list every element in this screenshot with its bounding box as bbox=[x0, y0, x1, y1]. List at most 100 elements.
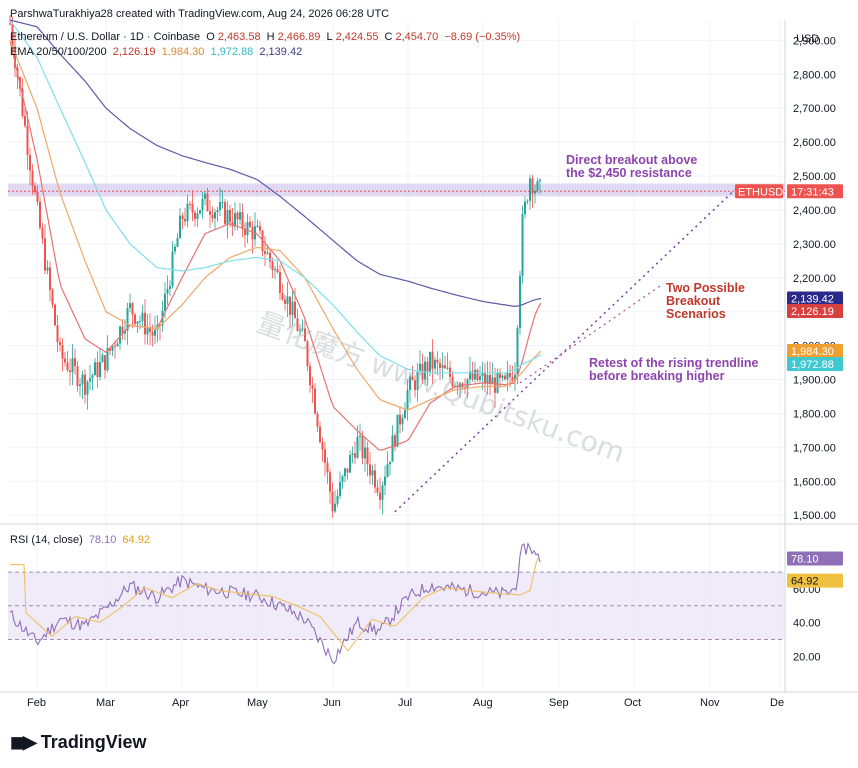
candle-body bbox=[394, 435, 396, 447]
candle-body bbox=[306, 341, 309, 367]
candle-body bbox=[481, 372, 484, 377]
candle-body bbox=[276, 269, 279, 273]
ema20-price-tag bbox=[787, 304, 843, 319]
candle-body bbox=[284, 299, 286, 304]
candle-body bbox=[401, 418, 404, 425]
candle-body bbox=[224, 202, 226, 224]
symbol-label[interactable]: Ethereum / U.S. Dollar · 1D · Coinbase bbox=[10, 31, 201, 43]
candle-body bbox=[384, 476, 386, 486]
candle-body bbox=[199, 210, 201, 214]
rsi-legend[interactable]: RSI (14, close) 78.10 64.92 bbox=[10, 534, 150, 546]
candle-body bbox=[39, 201, 41, 228]
candle-body bbox=[124, 330, 126, 334]
candle-body bbox=[184, 219, 186, 222]
rsi-ma-line bbox=[10, 556, 541, 652]
candle-body bbox=[256, 226, 259, 228]
candle-body bbox=[469, 371, 471, 380]
rsi-tick-label: 40.00 bbox=[793, 618, 821, 630]
candle-body bbox=[9, 23, 11, 25]
rising-trendline bbox=[394, 189, 736, 513]
candle-body bbox=[154, 329, 156, 336]
candle-body bbox=[299, 329, 301, 331]
candle-body bbox=[211, 214, 214, 219]
price-tick-label: 1,500.00 bbox=[793, 510, 836, 522]
candle-body bbox=[179, 215, 181, 239]
candle-body bbox=[191, 204, 194, 213]
candle-body bbox=[129, 303, 131, 308]
candle-body bbox=[321, 442, 324, 450]
candle-body bbox=[66, 362, 69, 371]
candle-body bbox=[446, 367, 449, 369]
currency-label[interactable]: USD bbox=[796, 33, 820, 45]
candle-body bbox=[139, 321, 141, 323]
candle-body bbox=[439, 362, 441, 368]
candle-body bbox=[296, 318, 299, 331]
ema50-legend-value: 1,984.30 bbox=[161, 46, 205, 58]
candle-body bbox=[496, 372, 499, 393]
candle-body bbox=[264, 251, 266, 254]
candle-body bbox=[341, 476, 344, 482]
candle-body bbox=[391, 435, 394, 462]
candle-body bbox=[216, 210, 219, 213]
ema-legend[interactable]: EMA 20/50/100/200 2,126.19 1,984.30 1,97… bbox=[10, 46, 303, 58]
candle-body bbox=[396, 414, 399, 447]
tradingview-logo-icon: ◼▶ bbox=[10, 732, 37, 752]
candle-body bbox=[84, 374, 86, 395]
candle-body bbox=[126, 307, 129, 331]
candle-body bbox=[86, 381, 89, 395]
candle-body bbox=[536, 181, 539, 191]
candle-body bbox=[96, 362, 99, 378]
candle-body bbox=[301, 328, 304, 330]
rsi-value-tag-text: 78.10 bbox=[791, 553, 819, 565]
time-tick-label: Oct bbox=[624, 697, 641, 709]
candle-body bbox=[59, 342, 61, 345]
candles-group bbox=[9, 14, 541, 518]
candle-body bbox=[331, 491, 334, 512]
candle-body bbox=[444, 365, 446, 369]
candle-body bbox=[26, 125, 29, 155]
ema20-price-tag-text: 2,126.19 bbox=[791, 306, 834, 318]
candle-body bbox=[289, 296, 291, 315]
time-tick-label: Feb bbox=[27, 697, 46, 709]
candle-body bbox=[526, 200, 529, 202]
candle-body bbox=[134, 314, 136, 324]
price-tick-label: 2,200.00 bbox=[793, 273, 836, 285]
candle-body bbox=[114, 345, 116, 347]
candle-body bbox=[229, 210, 231, 223]
close-value: 2,454.70 bbox=[395, 31, 439, 43]
candle-body bbox=[104, 355, 106, 371]
rsi-ma-value-tag-text: 64.92 bbox=[791, 576, 819, 588]
candle-body bbox=[311, 385, 314, 389]
candle-body bbox=[329, 472, 331, 492]
candle-body bbox=[71, 358, 74, 373]
ema20-line bbox=[9, 40, 542, 451]
candle-body bbox=[119, 326, 121, 344]
candle-body bbox=[441, 365, 444, 368]
candle-body bbox=[259, 226, 261, 231]
rsi-tick-label: 20.00 bbox=[793, 651, 821, 663]
candle-body bbox=[204, 193, 206, 199]
candle-body bbox=[121, 326, 124, 334]
candle-body bbox=[169, 285, 171, 289]
candle-body bbox=[514, 374, 516, 381]
candle-body bbox=[434, 359, 436, 369]
candle-body bbox=[489, 374, 491, 385]
annotation-scenarios: Two Possible Breakout Scenarios bbox=[666, 281, 745, 321]
rsi-line bbox=[9, 541, 541, 665]
rsi-ma-value-tag bbox=[787, 573, 843, 588]
candle-body bbox=[354, 453, 356, 458]
rsi-legend-value: 78.10 bbox=[88, 534, 117, 546]
candle-body bbox=[41, 227, 44, 239]
candle-body bbox=[486, 374, 489, 384]
candle-body bbox=[176, 238, 179, 247]
tradingview-logo[interactable]: ◼▶ TradingView bbox=[10, 732, 147, 752]
candle-body bbox=[234, 212, 236, 227]
candle-body bbox=[236, 212, 239, 220]
candle-body bbox=[94, 362, 96, 376]
candle-body bbox=[379, 492, 381, 500]
candle-body bbox=[241, 212, 244, 229]
candle-body bbox=[356, 436, 359, 458]
candle-body bbox=[471, 371, 474, 380]
candle-body bbox=[451, 376, 454, 387]
